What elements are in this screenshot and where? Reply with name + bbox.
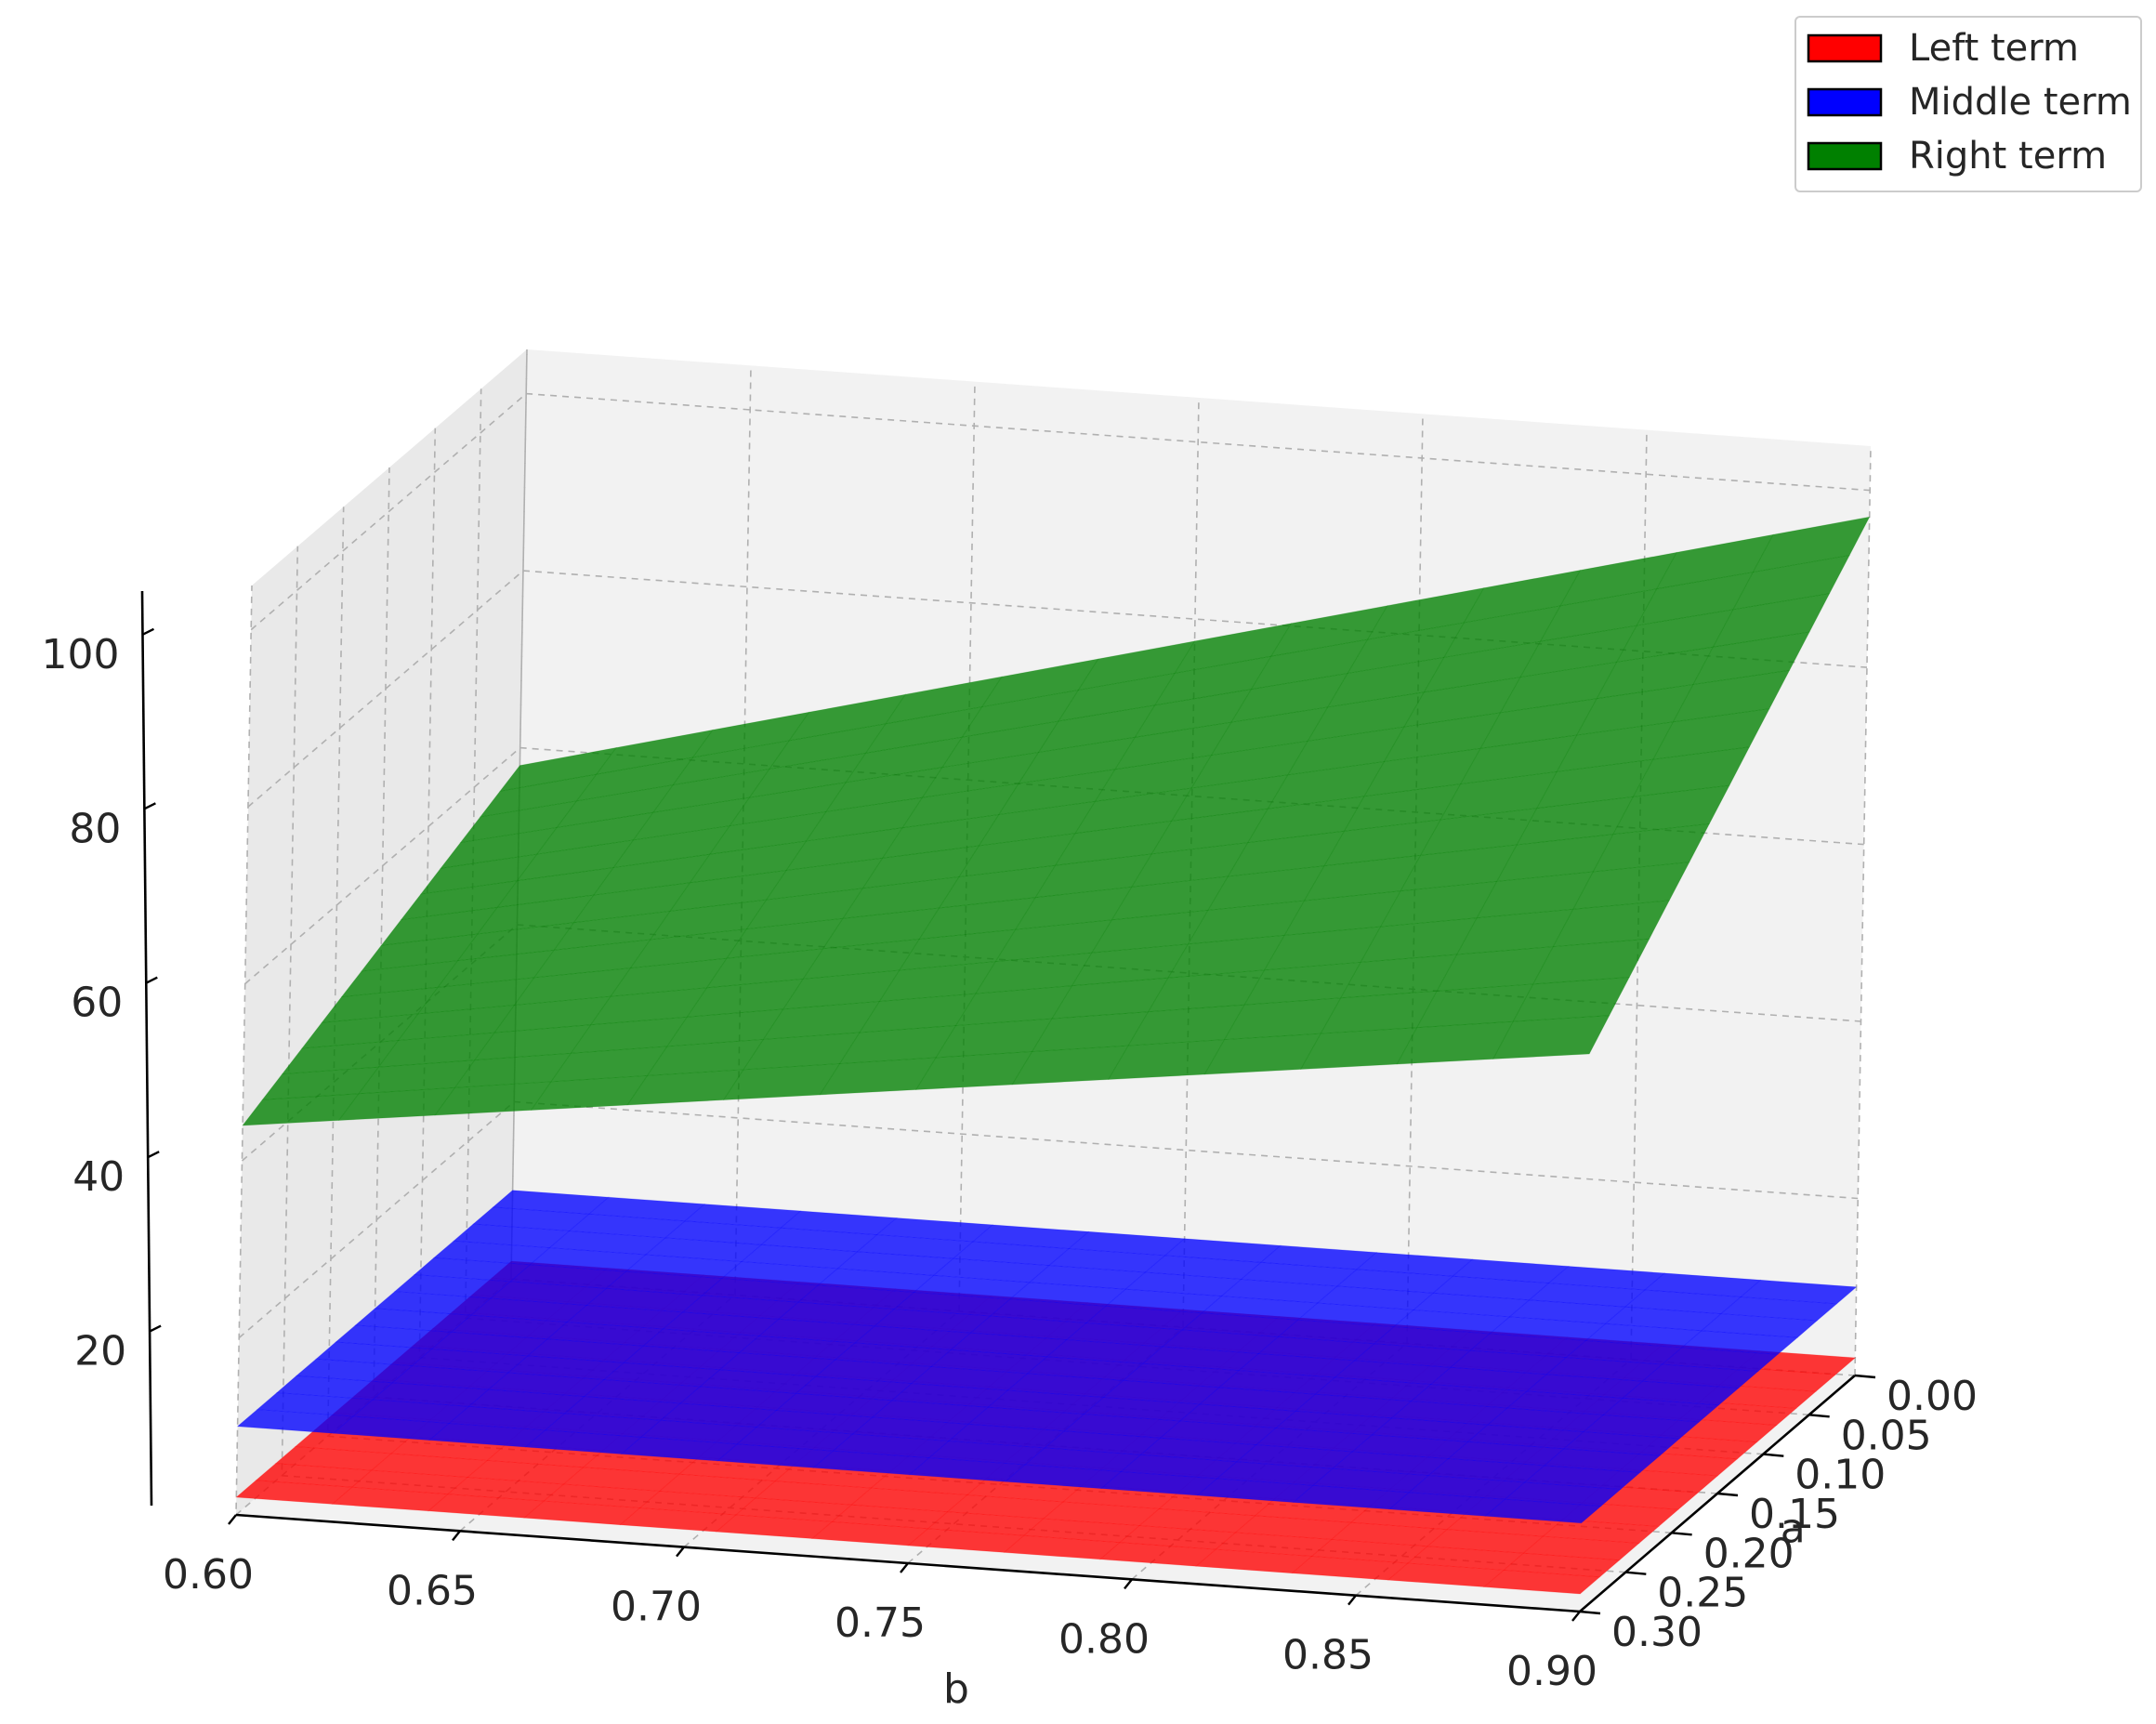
surface-middle-term <box>236 1190 1858 1524</box>
a-axis-tick <box>1808 1414 1830 1418</box>
surface-patch <box>1492 1015 1610 1059</box>
legend-label-right-term: Right term <box>1909 135 2107 178</box>
b-axis-tick-label: 0.60 <box>163 1551 254 1599</box>
z-axis-tick <box>149 1324 162 1333</box>
a-axis-tick <box>1763 1453 1784 1457</box>
b-axis-tick-label: 0.65 <box>387 1567 478 1614</box>
legend-swatch-middle-term <box>1807 87 1883 117</box>
b-axis-tick-label: 0.90 <box>1506 1648 1597 1695</box>
z-axis-tick <box>145 976 158 984</box>
z-axis-line <box>140 590 153 1507</box>
z-axis-tick-label: 20 <box>74 1328 126 1375</box>
b-axis-tick <box>900 1562 909 1573</box>
a-axis-tick <box>1625 1571 1647 1575</box>
surface-patch <box>1482 1569 1601 1595</box>
surfaces <box>235 516 1871 1595</box>
grid-line-z <box>250 392 1871 631</box>
b-axis-tick <box>1571 1611 1581 1622</box>
a-axis-tick-label: 0.25 <box>1657 1570 1748 1617</box>
legend-label-left-term: Left term <box>1909 27 2079 70</box>
b-axis-tick <box>452 1530 461 1542</box>
z-axis-tick-label: 60 <box>71 980 123 1027</box>
legend-swatch-left-term <box>1807 33 1883 63</box>
a-axis-tick <box>1579 1610 1601 1615</box>
a-axis-tick-label: 0.15 <box>1749 1491 1840 1538</box>
b-axis-tick-label: 0.75 <box>835 1599 926 1647</box>
a-axis-tick-label: 0.05 <box>1841 1412 1932 1459</box>
surface-right-term <box>242 516 1871 1126</box>
legend-label-middle-term: Middle term <box>1909 81 2132 124</box>
z-axis-tick <box>141 627 155 636</box>
legend: Left term Middle term Right term <box>1794 16 2142 192</box>
a-axis-title: a <box>1781 1506 1806 1553</box>
b-axis-tick <box>1348 1594 1357 1606</box>
surface-patch <box>1484 1498 1602 1524</box>
axes: 0.60 0.65 0.70 0.75 0.80 0.85 0.90 b 0.000.050.1… <box>42 590 1978 1713</box>
side-pane <box>236 349 527 1515</box>
a-axis-tick <box>1854 1374 1876 1379</box>
a-axis-tick-label: 0.30 <box>1611 1609 1702 1656</box>
b-axis-tick-label: 0.85 <box>1282 1632 1374 1679</box>
z-axis-tick <box>147 1151 160 1159</box>
a-axis-tick <box>1671 1532 1692 1536</box>
a-axis-tick <box>1716 1492 1739 1497</box>
a-axis-tick-label: 0.10 <box>1794 1452 1886 1499</box>
z-axis-tick-label: 40 <box>72 1153 125 1201</box>
b-axis-tick-label: 0.80 <box>1058 1615 1150 1663</box>
z-axis-tick-label: 100 <box>42 631 120 678</box>
b-axis-tick <box>1124 1578 1133 1590</box>
b-axis-title: b <box>943 1665 969 1713</box>
z-axis-tick <box>143 802 156 810</box>
z-axis-tick-label: 80 <box>69 805 121 852</box>
b-axis-tick-label: 0.70 <box>611 1584 702 1631</box>
b-axis-tick <box>676 1546 685 1558</box>
legend-swatch-right-term <box>1807 141 1883 171</box>
b-axis-tick <box>228 1514 237 1525</box>
a-axis-tick-label: 0.00 <box>1886 1373 1978 1420</box>
a-axis-tick-label: 0.20 <box>1703 1530 1794 1577</box>
